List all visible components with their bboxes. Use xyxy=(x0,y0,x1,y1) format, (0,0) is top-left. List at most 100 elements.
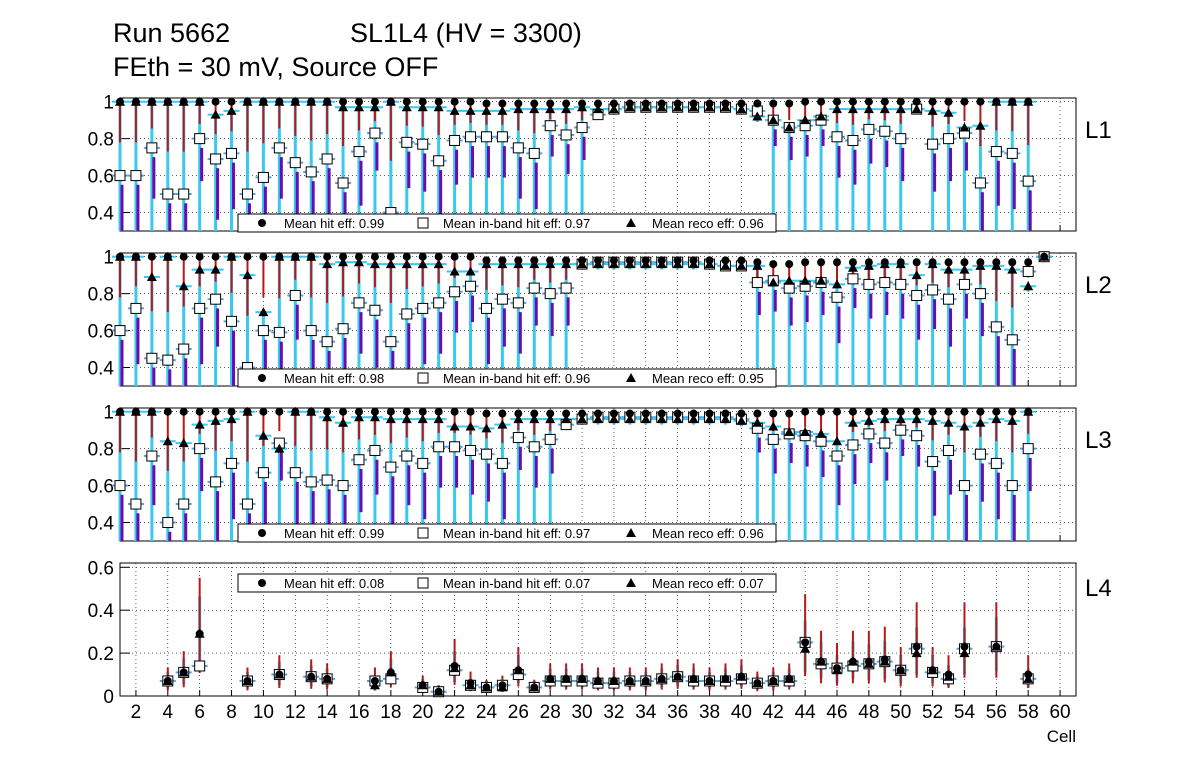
hit-marker xyxy=(817,657,826,666)
hit-marker xyxy=(275,407,284,416)
hit-marker xyxy=(960,258,969,267)
hit-marker xyxy=(769,409,778,418)
hit-marker xyxy=(880,258,889,267)
reco-marker xyxy=(943,264,954,274)
inband-marker xyxy=(178,188,190,200)
hit-marker xyxy=(291,252,300,261)
hit-marker xyxy=(243,252,252,261)
reco-marker xyxy=(832,104,842,114)
hit-marker xyxy=(960,642,969,651)
hit-marker xyxy=(163,407,172,416)
inband-marker xyxy=(162,188,174,200)
panel-label-L4: L4 xyxy=(1085,575,1112,602)
panel-label-L1: L1 xyxy=(1085,117,1112,144)
inband-marker xyxy=(879,437,891,449)
inband-marker xyxy=(751,277,763,289)
hit-marker xyxy=(721,674,730,683)
inband-marker xyxy=(528,147,540,159)
hit-marker xyxy=(195,629,204,638)
hit-marker xyxy=(801,638,810,647)
inband-marker xyxy=(178,343,190,355)
hit-marker xyxy=(641,99,650,108)
hit-marker xyxy=(737,256,746,265)
x-tick-label: 18 xyxy=(380,702,401,723)
reco-marker xyxy=(417,259,428,269)
reco-marker xyxy=(816,275,827,285)
x-tick-label: 42 xyxy=(763,702,784,723)
reco-marker xyxy=(226,105,237,115)
hit-marker xyxy=(243,676,252,685)
inband-marker xyxy=(496,131,508,143)
legend-inband-marker xyxy=(417,577,429,589)
hit-marker xyxy=(673,99,682,108)
inband-marker xyxy=(257,325,269,337)
y-tick-label: 1 xyxy=(103,93,114,114)
reco-marker xyxy=(338,417,349,427)
inband-marker xyxy=(990,321,1002,333)
inband-marker xyxy=(576,122,588,134)
reco-marker xyxy=(194,264,205,274)
inband-marker xyxy=(226,315,238,327)
hit-marker xyxy=(370,97,379,106)
inband-marker xyxy=(831,131,843,143)
inband-marker xyxy=(433,441,445,453)
hit-marker xyxy=(848,407,857,416)
inband-marker xyxy=(353,146,365,158)
reco-marker xyxy=(449,105,460,115)
reco-marker xyxy=(943,417,954,427)
inband-marker xyxy=(847,439,859,451)
inband-marker xyxy=(289,157,301,169)
inband-marker xyxy=(178,498,190,510)
reco-marker xyxy=(832,279,842,289)
hit-marker xyxy=(163,676,172,685)
reco-marker xyxy=(146,272,157,282)
hit-marker xyxy=(227,407,236,416)
hit-marker xyxy=(482,409,491,418)
hit-marker xyxy=(625,99,634,108)
inband-marker xyxy=(927,284,939,296)
legend-hit-label: Mean hit eff: 0.99 xyxy=(284,216,384,231)
inband-marker xyxy=(321,153,333,165)
reco-marker xyxy=(768,277,779,287)
legend-box xyxy=(237,573,777,593)
reco-marker xyxy=(465,266,476,276)
reco-marker xyxy=(513,104,524,114)
reco-marker xyxy=(433,102,444,112)
reco-marker xyxy=(561,104,572,114)
inband-marker xyxy=(321,336,333,348)
reco-marker xyxy=(816,111,827,121)
reco-marker xyxy=(513,414,524,424)
inband-marker xyxy=(353,297,365,309)
inband-marker xyxy=(1006,480,1018,492)
reco-marker xyxy=(449,266,460,276)
inband-marker xyxy=(767,433,779,445)
x-tick-label: 14 xyxy=(317,702,339,723)
x-tick-label: 4 xyxy=(163,702,174,723)
reco-marker xyxy=(752,417,763,427)
reco-marker xyxy=(322,259,333,269)
hit-marker xyxy=(992,258,1001,267)
conditions-title: FEth = 30 mV, Source OFF xyxy=(113,52,439,82)
inband-marker xyxy=(927,138,939,150)
hit-marker xyxy=(657,256,666,265)
reco-marker xyxy=(879,104,890,114)
reco-marker xyxy=(354,257,364,267)
hit-marker xyxy=(116,97,124,106)
hit-marker xyxy=(673,256,682,265)
legend-reco-label: Mean reco eff: 0.96 xyxy=(652,216,764,231)
inband-marker xyxy=(480,302,492,314)
hit-marker xyxy=(466,679,475,688)
hit-marker xyxy=(259,252,268,261)
hit-marker xyxy=(1024,407,1033,416)
reco-marker xyxy=(178,438,189,448)
legend-inband-marker xyxy=(417,372,429,384)
hit-marker xyxy=(578,256,587,265)
inband-marker xyxy=(194,443,206,455)
reco-marker xyxy=(736,260,747,270)
y-tick-label: 0.8 xyxy=(88,130,114,151)
inband-marker xyxy=(1022,443,1034,455)
x-tick-label: 22 xyxy=(444,702,465,723)
reco-marker xyxy=(433,259,444,269)
inband-marker xyxy=(337,480,349,492)
